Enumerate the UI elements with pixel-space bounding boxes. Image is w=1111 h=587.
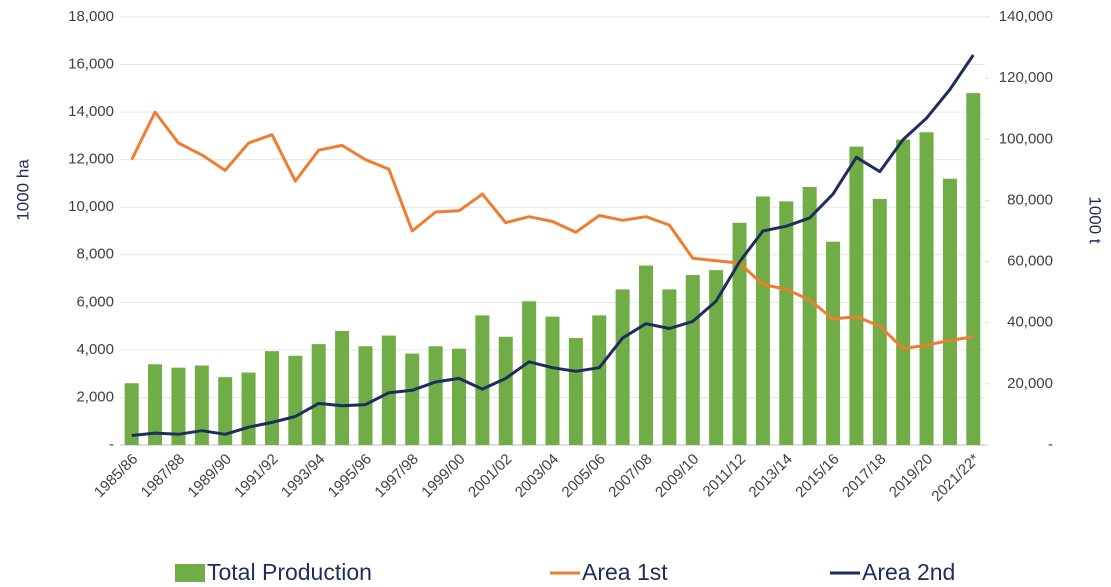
y2-tick-label: 100,000: [999, 130, 1053, 147]
bar: [896, 139, 911, 445]
legend-label: Area 1st: [582, 559, 668, 585]
bar: [358, 346, 373, 445]
bar: [335, 330, 350, 445]
bar: [218, 377, 233, 445]
y2-tick-label: 20,000: [1007, 375, 1053, 392]
bar: [405, 353, 420, 445]
bar: [381, 335, 396, 445]
bar: [615, 289, 630, 445]
bar: [709, 270, 724, 445]
x-tick-label: 1989/90: [184, 451, 234, 501]
bar: [592, 315, 607, 445]
y-tick-label: 8,000: [76, 246, 114, 263]
y2-tick-label: 60,000: [1007, 253, 1053, 270]
y-tick-label: 18,000: [68, 8, 114, 25]
bar: [568, 338, 583, 445]
bar: [171, 367, 186, 445]
bar: [522, 301, 537, 445]
bar: [872, 198, 887, 445]
y-tick-label: 14,000: [68, 103, 114, 120]
x-tick-label: 1993/94: [278, 451, 328, 501]
y2-axis-label: 1000 t: [1086, 196, 1105, 244]
y-tick-label: 4,000: [76, 341, 114, 358]
x-tick-label: 2015/16: [792, 451, 842, 501]
x-tick-label: 1991/92: [231, 451, 281, 501]
bar: [755, 196, 770, 445]
y-tick-label: 16,000: [68, 56, 114, 73]
x-tick-label: 1997/98: [371, 451, 421, 501]
x-tick-label: 2003/04: [512, 451, 562, 501]
y-tick-label: 12,000: [68, 151, 114, 168]
bar: [148, 364, 163, 445]
bar: [498, 336, 513, 445]
bar: [685, 275, 700, 445]
x-tick-label: 2021/22*: [928, 451, 983, 506]
bar: [475, 315, 490, 445]
x-tick-label: 2013/14: [746, 451, 796, 501]
bar: [288, 355, 303, 445]
x-tick-label: 1987/88: [138, 451, 188, 501]
y2-tick-label: -: [1048, 436, 1053, 453]
x-tick-label: 1995/96: [325, 451, 375, 501]
bar: [428, 346, 443, 445]
bar: [966, 93, 981, 445]
y-tick-label: 10,000: [68, 198, 114, 215]
bar: [849, 146, 864, 445]
x-tick-label: 2017/18: [839, 451, 889, 501]
bar: [311, 344, 326, 445]
y-axis-label: 1000 ha: [13, 159, 32, 221]
y-tick-label: -: [109, 436, 114, 453]
x-tick-label: 2005/06: [559, 451, 609, 501]
x-tick-label: 2011/12: [700, 451, 750, 501]
legend-label: Total Production: [207, 559, 372, 585]
x-tick-label: 2007/08: [605, 451, 655, 501]
bar: [942, 178, 957, 446]
bar: [802, 186, 817, 445]
bar: [194, 365, 209, 445]
bar: [919, 132, 934, 446]
y2-tick-label: 140,000: [999, 8, 1053, 25]
line: [130, 110, 974, 351]
y-tick-label: 6,000: [76, 293, 114, 310]
x-tick-label: 1999/00: [418, 451, 468, 501]
bar: [241, 372, 256, 445]
line: [131, 54, 975, 437]
y2-tick-label: 80,000: [1007, 191, 1053, 208]
x-tick-label: 2009/10: [652, 451, 702, 501]
y-tick-label: 2,000: [76, 388, 114, 405]
bar: [779, 201, 794, 445]
bar: [124, 383, 139, 445]
legend-label: Area 2nd: [862, 559, 955, 585]
x-tick-label: 2001/02: [465, 451, 515, 501]
bar: [639, 265, 654, 445]
bar: [451, 348, 466, 445]
legend-swatch: [175, 564, 205, 582]
y2-tick-label: 120,000: [999, 69, 1053, 86]
x-tick-label: 1985/86: [91, 451, 141, 501]
bar: [264, 351, 279, 445]
y2-tick-label: 40,000: [1007, 314, 1053, 331]
bar: [732, 222, 747, 445]
bar: [545, 316, 560, 445]
bar: [826, 241, 841, 445]
bar: [662, 289, 677, 445]
